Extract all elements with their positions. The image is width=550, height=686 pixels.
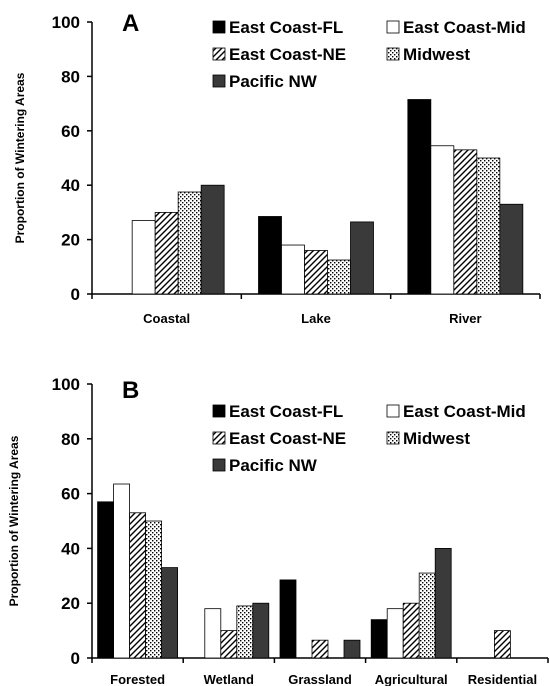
y-tick-label: 0: [71, 649, 80, 668]
bar-east-coast-ne-wetland: [220, 630, 238, 659]
bar-midwest-agricultural: [418, 572, 436, 659]
legend-label-pacific-nw: Pacific NW: [229, 72, 318, 91]
y-tick-label: 60: [61, 122, 80, 141]
bar-east-coast-fl-forested: [97, 501, 114, 659]
bar-east-coast-mid-agricultural: [386, 608, 404, 659]
legend-swatch-east-coast-ne: [212, 431, 226, 445]
legend-label-east-coast-ne: East Coast-NE: [229, 45, 346, 64]
bar-midwest-lake: [327, 259, 351, 295]
x-tick-label: River: [449, 311, 482, 326]
bar-east-coast-ne-grassland: [311, 639, 329, 659]
y-tick-label: 20: [61, 231, 80, 250]
bar-east-coast-fl-river: [407, 99, 432, 295]
legend-swatch-east-coast-ne: [212, 47, 226, 61]
bar-east-coast-ne-residential: [493, 630, 511, 659]
bar-east-coast-ne-coastal: [154, 211, 179, 295]
bar-east-coast-mid-river: [430, 145, 455, 295]
bar-pacific-nw-river: [499, 203, 524, 295]
bar-east-coast-ne-agricultural: [402, 602, 420, 659]
legend-swatch-pacific-nw: [212, 458, 226, 472]
legend-label-east-coast-ne: East Coast-NE: [229, 429, 346, 448]
bar-pacific-nw-grassland: [343, 639, 361, 659]
x-tick-label: Coastal: [143, 311, 190, 326]
panel-label: B: [122, 377, 139, 404]
legend: East Coast-FL East Coast-Mid East Coast-NE…: [212, 402, 526, 475]
bar-east-coast-ne-lake: [304, 250, 328, 295]
bar-east-coast-mid-wetland: [204, 608, 222, 659]
bar-pacific-nw-agricultural: [434, 548, 452, 659]
bar-midwest-forested: [145, 520, 163, 659]
y-tick-label: 40: [61, 539, 80, 558]
x-tick-label: Lake: [301, 311, 331, 326]
y-tick-label: 80: [61, 430, 80, 449]
x-tick-label: Agricultural: [375, 672, 448, 686]
y-tick-label: 80: [61, 67, 80, 86]
legend: East Coast-FL East Coast-Mid East Coast-NE…: [212, 18, 526, 91]
legend-swatch-east-coast-fl: [212, 20, 226, 34]
y-tick-label: 40: [61, 176, 80, 195]
legend-label-east-coast-mid: East Coast-Mid: [403, 18, 526, 37]
legend-label-east-coast-fl: East Coast-FL: [229, 18, 343, 37]
y-tick-label: 100: [52, 375, 80, 394]
bar-midwest-wetland: [236, 605, 254, 659]
bar-east-coast-ne-river: [453, 149, 478, 295]
bar-east-coast-fl-agricultural: [370, 619, 388, 659]
bar-pacific-nw-forested: [161, 567, 179, 659]
bar-east-coast-mid-lake: [281, 244, 305, 295]
legend-swatch-pacific-nw: [212, 74, 226, 88]
bar-pacific-nw-wetland: [252, 602, 270, 659]
y-tick-label: 100: [52, 13, 80, 32]
bar-east-coast-fl-grassland: [279, 579, 297, 659]
legend-label-east-coast-fl: East Coast-FL: [229, 402, 343, 421]
x-tick-label: Forested: [110, 672, 165, 686]
legend-swatch-midwest: [386, 47, 400, 61]
panel-label: A: [122, 10, 139, 37]
y-axis-title: Proportion of Wintering Areas: [13, 72, 27, 243]
legend-swatch-east-coast-mid: [386, 404, 400, 418]
bar-midwest-coastal: [177, 191, 202, 295]
chart-panel-b: 0 20 40 60 80 100 Proportion of Wintering Area…: [7, 375, 549, 686]
x-tick-label: Grassland: [288, 672, 352, 686]
bar-east-coast-ne-forested: [129, 512, 147, 659]
y-tick-label: 60: [61, 485, 80, 504]
legend-swatch-east-coast-mid: [386, 20, 400, 34]
y-axis-title: Proportion of Wintering Areas: [7, 435, 21, 606]
bar-east-coast-mid-forested: [113, 483, 130, 659]
legend-swatch-midwest: [386, 431, 400, 445]
bar-east-coast-mid-coastal: [131, 220, 156, 295]
bar-east-coast-fl-lake: [258, 216, 282, 295]
bar-pacific-nw-coastal: [200, 184, 225, 295]
legend-label-pacific-nw: Pacific NW: [229, 456, 318, 475]
bar-pacific-nw-lake: [350, 221, 374, 295]
chart-panel-a: 0 20 40 60 80 100 Proportion of Wintering Area…: [13, 10, 541, 326]
legend-swatch-east-coast-fl: [212, 404, 226, 418]
x-tick-label: Wetland: [204, 672, 254, 686]
legend-label-east-coast-mid: East Coast-Mid: [403, 402, 526, 421]
y-tick-label: 20: [61, 594, 80, 613]
x-tick-label: Residential: [468, 672, 537, 686]
bar-midwest-river: [476, 157, 501, 295]
legend-label-midwest: Midwest: [403, 429, 470, 448]
legend-label-midwest: Midwest: [403, 45, 470, 64]
y-tick-label: 0: [71, 285, 80, 304]
